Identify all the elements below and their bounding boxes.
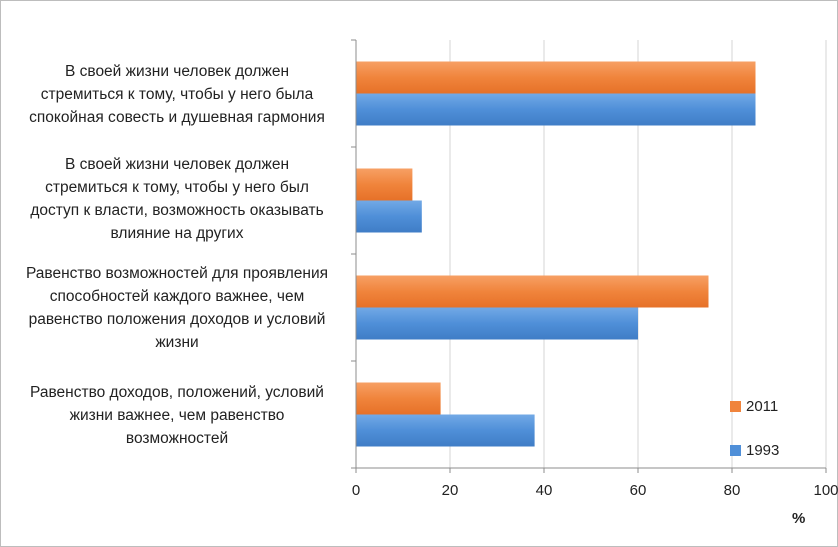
category-label: В своей жизни человек должен стремиться … — [30, 156, 324, 242]
bar-1993-1 — [356, 93, 756, 126]
bar-2011-3 — [356, 275, 709, 308]
bar-1993-2 — [356, 200, 422, 233]
legend-swatch-2011 — [730, 401, 741, 412]
bar-2011-4 — [356, 382, 441, 415]
x-tick-label: 80 — [724, 482, 741, 499]
x-tick-label: 60 — [630, 482, 647, 499]
bar-1993-4 — [356, 414, 535, 447]
axes — [351, 39, 827, 473]
x-tick-label: 40 — [536, 482, 553, 499]
category-label: В своей жизни человек должен стремиться … — [29, 63, 325, 126]
x-axis-label: % — [792, 510, 806, 527]
bar-2011-1 — [356, 61, 756, 94]
legend-item-1993: 1993 — [730, 442, 779, 459]
bar-2011-2 — [356, 168, 413, 201]
x-tick-label: 20 — [442, 482, 459, 499]
x-tick-label: 0 — [352, 482, 360, 499]
bar-1993-3 — [356, 307, 638, 340]
x-tick-labels: 0 20 40 60 80 100 — [352, 482, 838, 499]
bars — [356, 61, 756, 447]
legend-item-2011: 2011 — [730, 398, 778, 415]
category-label: Равенство доходов, положений, условий жи… — [30, 384, 324, 447]
legend-label-1993: 1993 — [746, 442, 780, 459]
x-tick-label: 100 — [813, 482, 838, 499]
category-label: Равенство возможностей для проявления сп… — [25, 265, 328, 351]
legend-label-2011: 2011 — [746, 398, 779, 415]
legend-swatch-1993 — [730, 445, 741, 456]
